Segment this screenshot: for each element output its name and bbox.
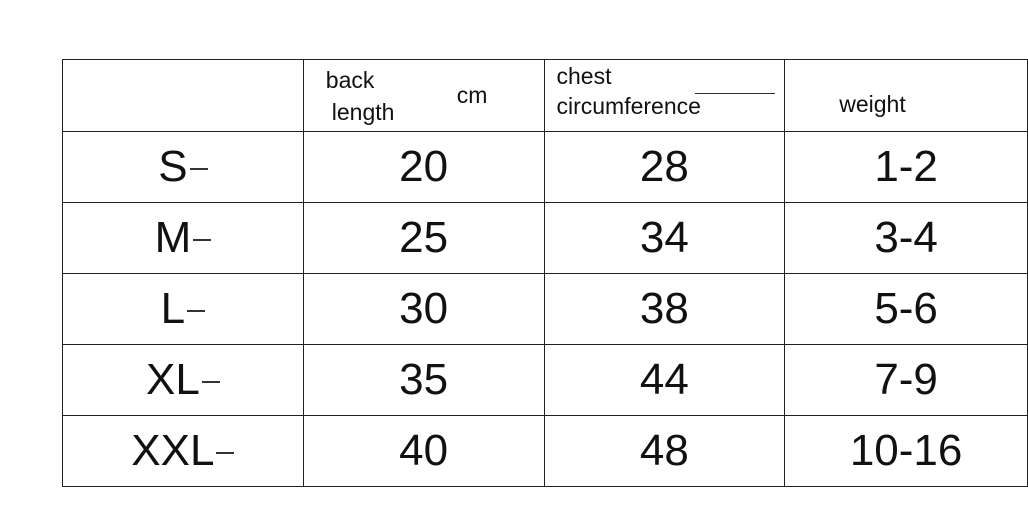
back-length-cell: 20: [302, 131, 545, 203]
size-cell: L: [62, 273, 304, 345]
size-cell: XL: [62, 344, 304, 416]
table-row: XXL 40 48 10-16: [62, 415, 1028, 487]
table-row: L 30 38 5-6: [62, 273, 1028, 345]
header-size: [62, 59, 304, 132]
back-length-cell: 40: [302, 415, 545, 487]
chest-cell: 34: [543, 202, 786, 274]
back-length-label-line2: length: [331, 99, 395, 125]
weight-cell: 3-4: [784, 202, 1028, 274]
weight-label: weight: [839, 91, 906, 117]
table-row: S 20 28 1-2: [62, 131, 1028, 203]
back-length-cell: 35: [302, 344, 545, 416]
decorative-line: [694, 93, 775, 94]
back-length-label-line1: back: [325, 67, 375, 93]
chest-label-line2: circumference: [556, 93, 701, 119]
unit-label: cm: [456, 82, 488, 108]
header-back-length: back length cm: [302, 59, 545, 132]
chest-cell: 48: [543, 415, 786, 487]
size-cell: XXL: [62, 415, 304, 487]
weight-cell: 7-9: [784, 344, 1028, 416]
size-chart-table: back length cm chest circumference weigh…: [62, 59, 1028, 487]
size-cell: M: [62, 202, 304, 274]
chest-cell: 38: [543, 273, 786, 345]
header-row: back length cm chest circumference weigh…: [62, 59, 1028, 132]
chest-cell: 44: [543, 344, 786, 416]
chest-cell: 28: [543, 131, 786, 203]
header-weight: weight: [784, 59, 1028, 132]
weight-cell: 10-16: [784, 415, 1028, 487]
table-row: M 25 34 3-4: [62, 202, 1028, 274]
weight-cell: 5-6: [784, 273, 1028, 345]
header-chest: chest circumference: [543, 59, 786, 132]
back-length-cell: 30: [302, 273, 545, 345]
table-row: XL 35 44 7-9: [62, 344, 1028, 416]
chest-label-line1: chest: [556, 63, 612, 89]
back-length-cell: 25: [302, 202, 545, 274]
weight-cell: 1-2: [784, 131, 1028, 203]
size-cell: S: [62, 131, 304, 203]
